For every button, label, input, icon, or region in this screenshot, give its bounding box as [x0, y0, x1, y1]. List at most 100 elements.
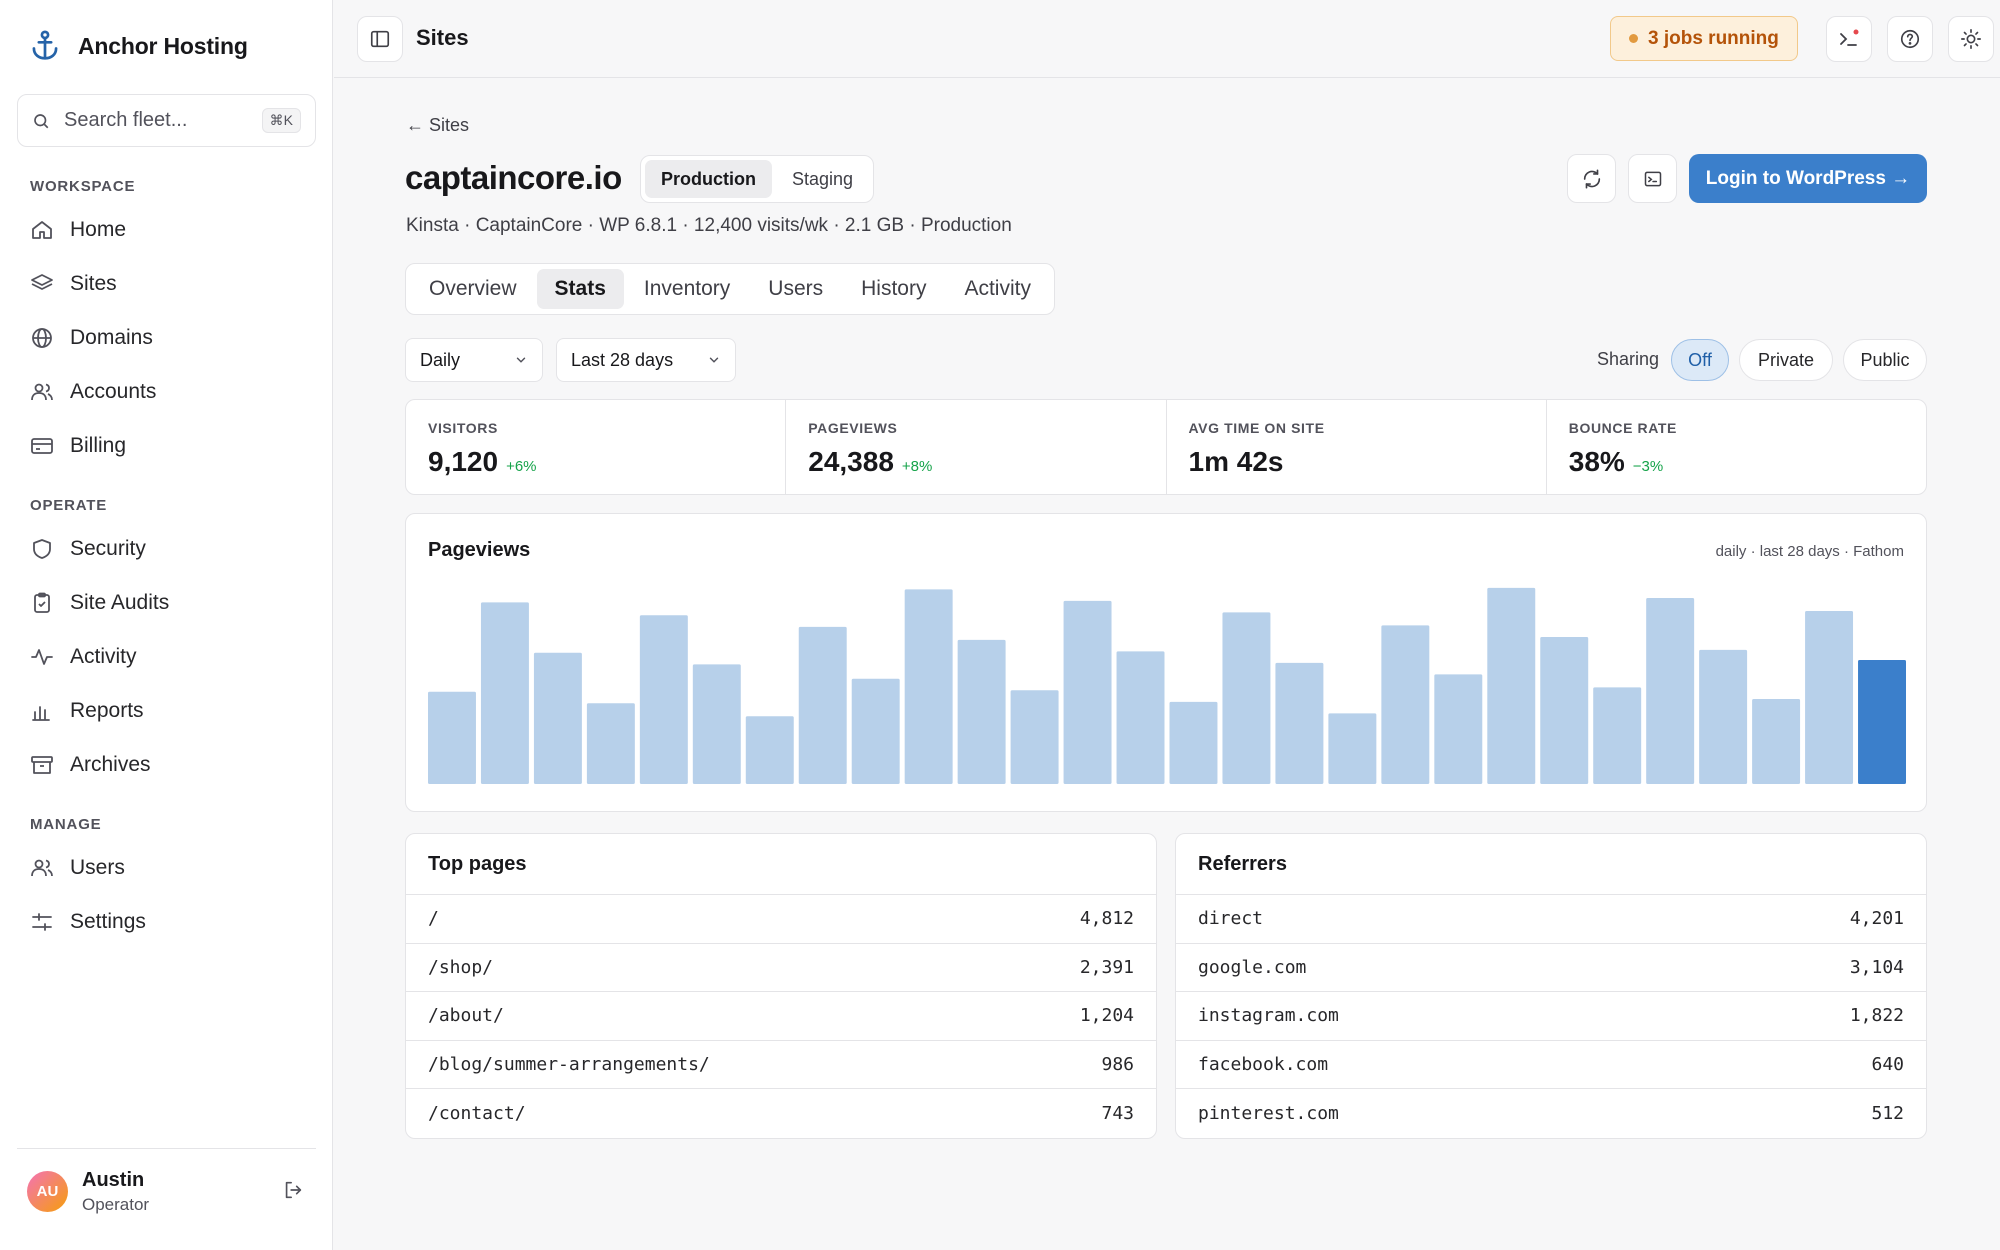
sidebar-item-activity[interactable]: Activity [30, 637, 137, 677]
chart-bar[interactable] [957, 639, 1006, 784]
jobs-running-badge[interactable]: 3 jobs running [1610, 16, 1798, 61]
chart-bar[interactable] [639, 615, 688, 784]
user-profile[interactable]: AU Austin Operator [17, 1148, 316, 1234]
chart-bar[interactable] [1275, 662, 1324, 784]
chart-bar[interactable] [1169, 701, 1218, 784]
table-row[interactable]: /about/1,204 [406, 992, 1156, 1041]
chart-bar[interactable] [1116, 651, 1165, 784]
help-button[interactable] [1887, 16, 1933, 62]
table-row[interactable]: direct 4,201 [1176, 895, 1926, 944]
chart-bar[interactable] [1646, 598, 1695, 784]
sidebar-item-security[interactable]: Security [30, 529, 146, 569]
sidebar-item-reports[interactable]: Reports [30, 691, 144, 731]
chart-bar[interactable] [904, 589, 953, 784]
table-row[interactable]: pinterest.com 512 [1176, 1089, 1926, 1138]
sidebar-item-label: Home [70, 218, 127, 241]
back-to-sites-link[interactable]: ← Sites [406, 115, 470, 135]
sharing-public-button[interactable]: Public [1843, 339, 1927, 381]
chart-bar[interactable] [1434, 674, 1483, 784]
chart-bar[interactable] [533, 652, 582, 784]
chart-bar[interactable] [851, 678, 900, 784]
interval-select[interactable]: Daily [405, 338, 543, 382]
tab-inventory[interactable]: Inventory [643, 277, 731, 300]
chart-bar[interactable] [1540, 636, 1589, 784]
chart-bar[interactable] [1381, 625, 1430, 784]
tab-activity[interactable]: Activity [964, 277, 1031, 300]
kpi-avg-time: AVG TIME ON SITE 1m 42s [1167, 400, 1547, 494]
sidebar-item-billing[interactable]: Billing [30, 426, 126, 466]
kpi-bounce-rate: BOUNCE RATE 38% −3% [1547, 400, 1926, 494]
login-to-wordpress-button[interactable]: Login to WordPress → [1689, 154, 1927, 203]
sync-button[interactable] [1567, 154, 1616, 203]
sidebar-item-home[interactable]: Home [30, 210, 126, 250]
page-path: /shop/ [428, 956, 494, 978]
referrer-name: pinterest.com [1198, 1102, 1339, 1124]
sharing-label: Sharing [1597, 349, 1660, 369]
sidebar-item-sites[interactable]: Sites [30, 264, 117, 304]
range-select[interactable]: Last 28 days [556, 338, 736, 382]
chart-bar[interactable] [1593, 687, 1642, 784]
env-option-production[interactable]: Production [645, 160, 772, 198]
logout-icon[interactable] [282, 1179, 304, 1201]
section-label-manage: MANAGE [30, 816, 102, 833]
chart-bar[interactable] [428, 691, 476, 784]
tab-history[interactable]: History [861, 277, 927, 300]
kpi-label: VISITORS [428, 420, 498, 436]
chart-bar[interactable] [1063, 600, 1112, 784]
kpi-value: 1m 42s [1188, 446, 1284, 477]
page-path: / [428, 908, 439, 930]
search-input[interactable]: Search fleet... [64, 109, 188, 131]
chart-bar[interactable] [1328, 713, 1377, 784]
sidebar-item-domains[interactable]: Domains [30, 318, 153, 358]
chart-bar[interactable] [1858, 660, 1906, 784]
kpi-value: 24,388 [808, 446, 894, 477]
table-row[interactable]: / 4,812 [406, 895, 1156, 944]
kpi-delta: +8% [901, 458, 933, 475]
chart-bar[interactable] [1752, 698, 1801, 784]
kpi-label: AVG TIME ON SITE [1188, 420, 1325, 436]
brand[interactable]: Anchor Hosting [30, 30, 248, 62]
table-row[interactable]: facebook.com 640 [1176, 1041, 1926, 1089]
chart-bar[interactable] [692, 664, 741, 784]
sidebar-item-settings[interactable]: Settings [30, 902, 146, 942]
page-count: 986 [1101, 1053, 1134, 1075]
table-row[interactable]: instagram.com 1,822 [1176, 992, 1926, 1041]
pageviews-chart-card: Pageviews daily · last 28 days · Fathom [405, 513, 1927, 812]
tab-stats[interactable]: Stats [536, 269, 624, 309]
sidebar-item-label: Settings [70, 910, 146, 933]
terminal-button[interactable] [1826, 16, 1872, 62]
sidebar-item-users[interactable]: Users [30, 848, 125, 888]
sidebar-item-archives[interactable]: Archives [30, 745, 151, 785]
sidebar-item-label: Accounts [70, 380, 157, 403]
table-row[interactable]: /blog/summer-arrangements/986 [406, 1041, 1156, 1089]
chart-bar[interactable] [1805, 610, 1854, 784]
tab-users[interactable]: Users [768, 277, 824, 300]
chart-bar[interactable] [1699, 649, 1748, 784]
table-row[interactable]: /shop/2,391 [406, 944, 1156, 992]
table-row[interactable]: /contact/743 [406, 1089, 1156, 1138]
env-option-staging[interactable]: Staging [792, 168, 854, 189]
sidebar-item-accounts[interactable]: Accounts [30, 372, 156, 412]
search-box[interactable]: Search fleet... ⌘K [17, 94, 316, 147]
table-row[interactable]: google.com 3,104 [1176, 944, 1926, 992]
theme-toggle-button[interactable] [1948, 16, 1994, 62]
chart-bar[interactable] [1010, 690, 1059, 784]
tab-overview[interactable]: Overview [429, 277, 517, 300]
page-count: 743 [1101, 1102, 1134, 1124]
chart-bar[interactable] [1222, 612, 1271, 784]
sidebar-item-site-audits[interactable]: Site Audits [30, 583, 169, 623]
chart-bar[interactable] [1487, 587, 1536, 784]
toggle-sidebar-button[interactable] [357, 16, 403, 62]
referrer-count: 1,822 [1849, 1005, 1904, 1027]
console-button[interactable] [1628, 154, 1677, 203]
chart-bar[interactable] [586, 703, 635, 784]
referrer-count: 640 [1871, 1053, 1904, 1075]
chart-bar[interactable] [798, 626, 847, 784]
main-content: ← Sites captaincore.io Production Stagin… [334, 79, 2000, 1250]
bar-chart-icon [32, 706, 50, 721]
chart-bar[interactable] [745, 716, 794, 784]
sharing-private-button[interactable]: Private [1739, 339, 1833, 381]
pulse-icon [31, 649, 53, 665]
chart-bar[interactable] [480, 602, 529, 784]
sharing-off-button[interactable]: Off [1671, 339, 1729, 381]
